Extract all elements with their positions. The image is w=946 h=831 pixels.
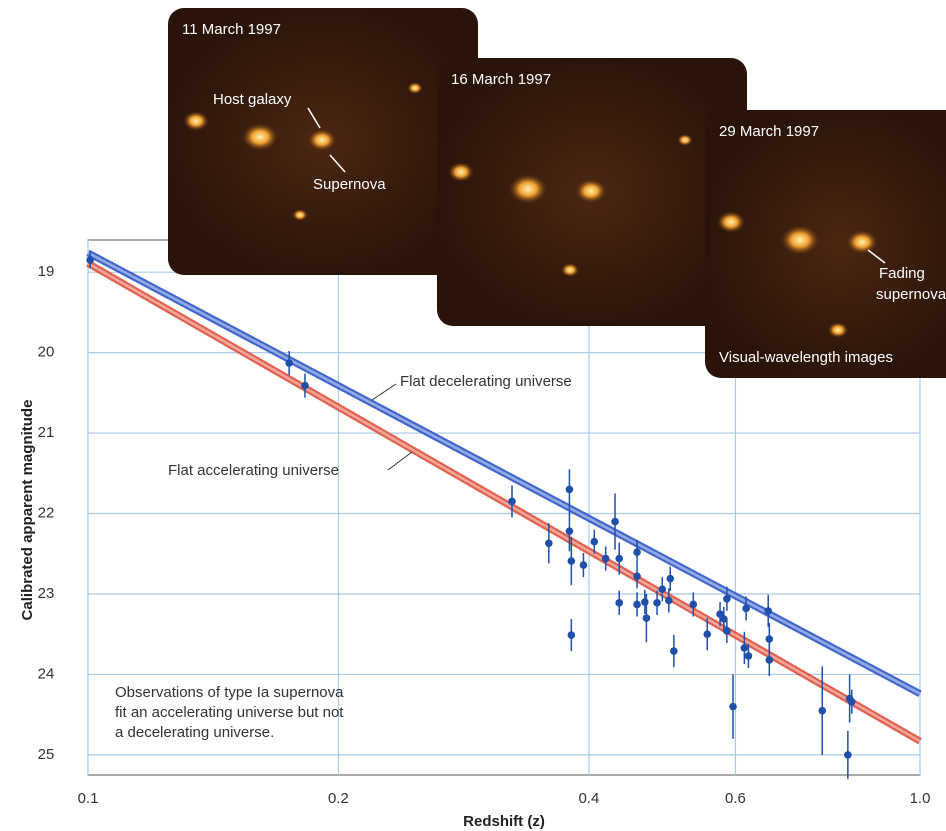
data-point (611, 518, 619, 526)
data-point (641, 598, 649, 606)
galaxy (575, 179, 606, 203)
galaxy (407, 82, 423, 94)
data-point (818, 707, 826, 715)
data-point (690, 601, 698, 609)
data-point (670, 647, 678, 655)
data-point (580, 561, 588, 569)
inset-image: 29 March 1997 (705, 110, 946, 378)
inset-label: Visual-wavelength images (719, 349, 893, 366)
annotation: a decelerating universe. (115, 724, 274, 741)
data-point (723, 595, 731, 603)
y-tick-label: 21 (38, 424, 55, 441)
galaxy (242, 123, 278, 151)
x-tick-label: 0.2 (328, 790, 349, 807)
data-point (86, 256, 94, 264)
data-point (568, 557, 576, 565)
x-tick-label: 0.1 (78, 790, 99, 807)
data-point (615, 555, 623, 563)
data-point (301, 382, 309, 390)
data-point (602, 555, 610, 563)
y-tick-label: 20 (38, 344, 55, 361)
galaxy (308, 129, 337, 151)
galaxy (183, 111, 209, 131)
data-point (665, 597, 673, 605)
x-tick-label: 1.0 (910, 790, 931, 807)
inset-date: 11 March 1997 (182, 21, 281, 38)
galaxy (781, 225, 820, 255)
annotation: fit an accelerating universe but not (115, 704, 344, 721)
data-point (653, 599, 661, 607)
inset-date: 29 March 1997 (719, 123, 819, 140)
galaxy (509, 174, 548, 204)
data-point (615, 599, 623, 607)
data-point (741, 644, 749, 652)
galaxy (717, 211, 746, 233)
data-point (764, 607, 772, 615)
y-tick-label: 19 (38, 263, 55, 280)
y-axis-label: Calibrated apparent magnitude (19, 400, 36, 621)
y-tick-label: 24 (38, 665, 55, 682)
line-label: Flat accelerating universe (168, 462, 339, 479)
x-tick-label: 0.4 (578, 790, 599, 807)
y-tick-label: 23 (38, 585, 55, 602)
chart: 19 20 21 22 23 24 25 0.1 0.2 0.4 0.6 1.0 Flat decele… (0, 0, 946, 831)
inset-label: Supernova (313, 176, 386, 193)
data-point (742, 605, 750, 613)
data-point (745, 652, 753, 660)
data-point (766, 656, 774, 664)
data-point (658, 585, 666, 593)
galaxy (677, 134, 693, 146)
galaxy (846, 230, 877, 254)
data-point (643, 614, 651, 622)
y-tick-label: 22 (38, 505, 55, 522)
galaxy (828, 322, 849, 338)
data-point (566, 486, 574, 494)
data-point (766, 635, 774, 643)
data-point (666, 575, 674, 583)
inset-label: Fading (879, 265, 925, 282)
x-axis-label: Redshift (z) (463, 813, 545, 830)
data-point (703, 630, 711, 638)
data-point (844, 751, 852, 759)
inset-label: supernova (876, 286, 946, 303)
line-label: Flat decelerating universe (400, 373, 572, 390)
data-point (848, 698, 856, 706)
data-point (633, 572, 641, 580)
x-tick-label: 0.6 (725, 790, 746, 807)
data-point (590, 538, 598, 546)
y-tick-label: 25 (38, 746, 55, 763)
data-point (633, 548, 641, 556)
inset-label: Host galaxy (213, 91, 292, 108)
galaxy (448, 162, 474, 182)
data-point (723, 627, 731, 635)
annotation: Observations of type Ia supernova (115, 684, 344, 701)
inset-image: 16 March 1997 (437, 58, 747, 326)
inset-image: 11 March 1997 (168, 8, 478, 275)
inset-background (705, 110, 946, 378)
galaxy (561, 263, 579, 277)
data-point (285, 359, 293, 367)
data-point (729, 703, 737, 711)
data-point (508, 498, 516, 506)
inset-date: 16 March 1997 (451, 71, 551, 88)
data-point (566, 527, 574, 535)
galaxy (292, 209, 308, 221)
data-point (633, 601, 641, 609)
data-point (545, 540, 553, 548)
data-point (568, 631, 576, 639)
